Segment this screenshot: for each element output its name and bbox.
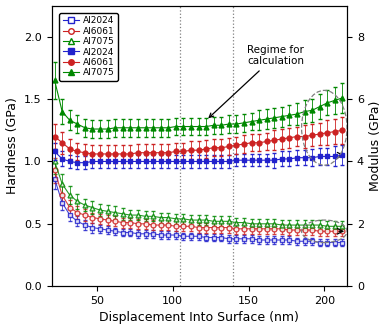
X-axis label: Displacement Into Surface (nm): Displacement Into Surface (nm): [99, 312, 299, 324]
Y-axis label: Hardness (GPa): Hardness (GPa): [5, 97, 19, 194]
Y-axis label: Modulus (GPa): Modulus (GPa): [369, 101, 383, 191]
Legend: Al2024, Al6061, Al7075, Al2024, Al6061, Al7075: Al2024, Al6061, Al7075, Al2024, Al6061, …: [59, 13, 118, 81]
Text: Regime for
calculation: Regime for calculation: [209, 45, 304, 117]
